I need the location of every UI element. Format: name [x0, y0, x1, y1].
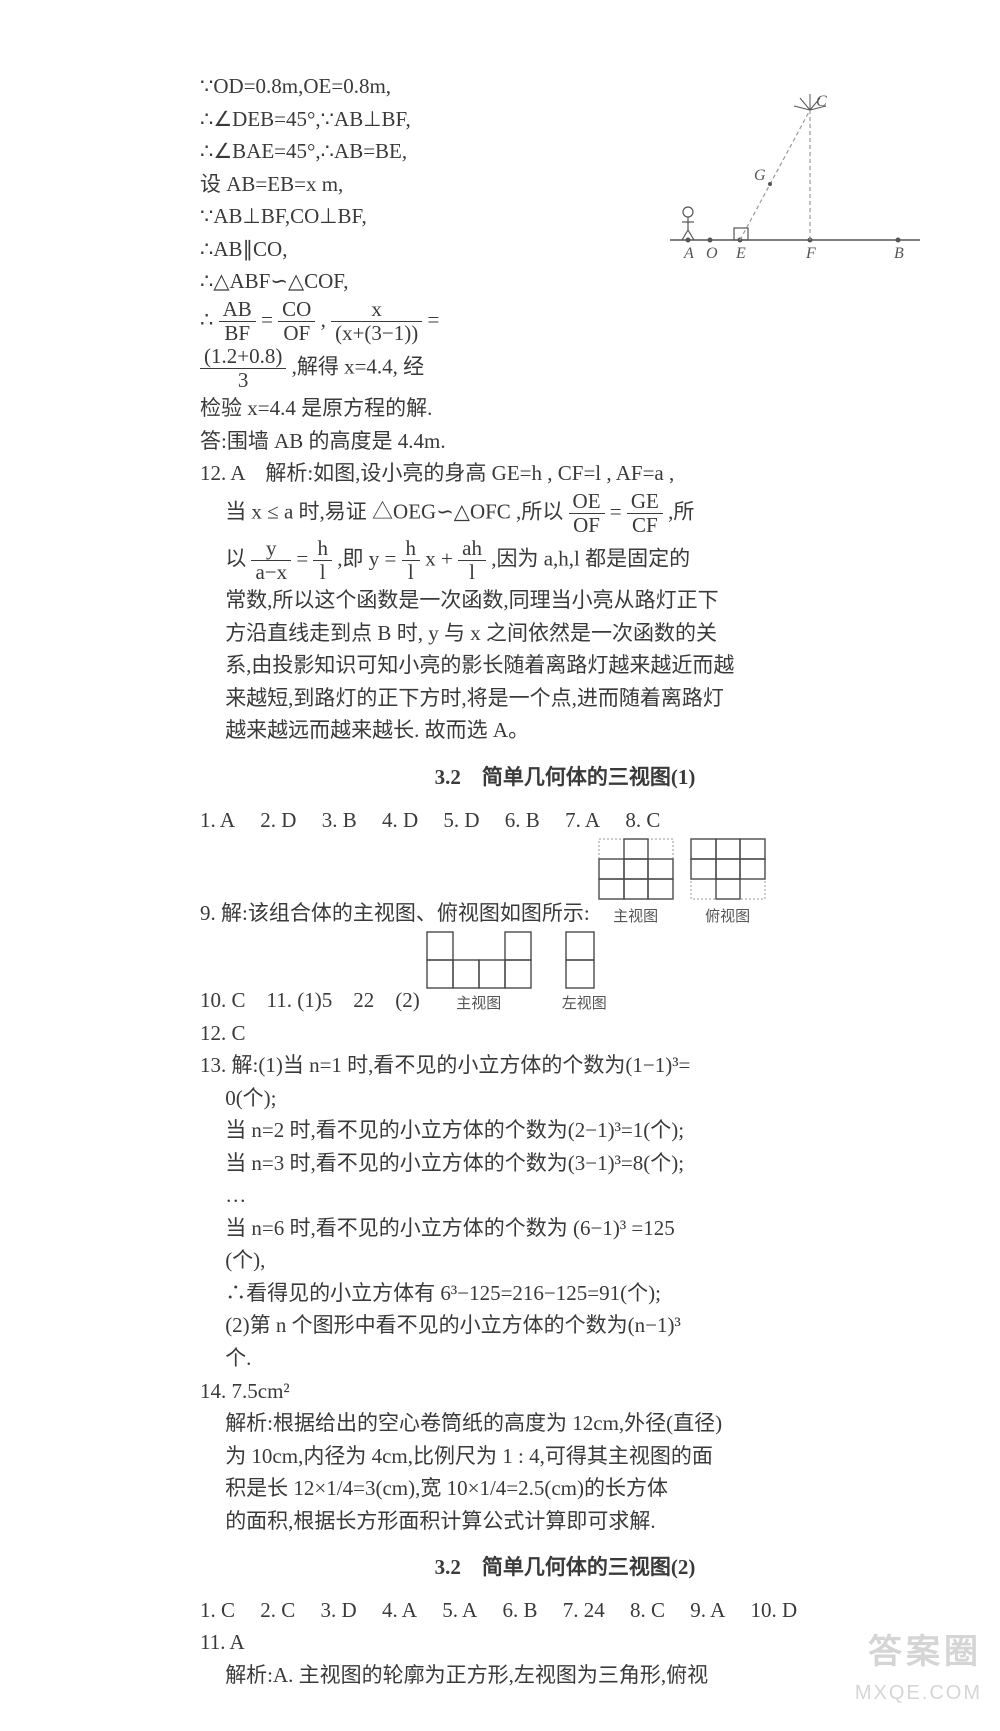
page-root: ∵OD=0.8m,OE=0.8m, ∴∠DEB=45°,∵AB⊥BF, ∴∠BA…	[0, 0, 1000, 1731]
sec32a-q12: 12. C	[200, 1017, 930, 1050]
q13-l2: 当 n=2 时,看不见的小立方体的个数为(2−1)³=1(个);	[200, 1114, 930, 1147]
q13-dots: …	[200, 1179, 930, 1212]
front-view-grid: 主视图	[596, 836, 676, 929]
q12-l1: 当 x ≤ a 时,易证 △OEG∽△OFC ,所以 OEOF = GECF ,…	[200, 490, 930, 537]
comma1: ,	[321, 307, 332, 331]
q11-l5: ∵AB⊥BF,CO⊥BF,	[200, 200, 650, 233]
q13-l4: 当 n=6 时,看不见的小立方体的个数为 (6−1)³ =125	[200, 1212, 930, 1245]
q10-front: 主视图	[424, 929, 534, 1016]
lbl-A: A	[683, 245, 694, 262]
frac-ab-bf: ABBF	[219, 298, 256, 345]
frac-numbers: (1.2+0.8)3	[200, 345, 286, 392]
q11-therefore: ∴	[200, 307, 213, 331]
q10-left: 左视图	[562, 929, 607, 1016]
sec32b-title: 3.2 简单几何体的三视图(2)	[200, 1551, 930, 1584]
q13-l5: ∴看得见的小立方体有 6³−125=216−125=91(个);	[200, 1277, 930, 1310]
sec32a-q10-row: 10. C 11. (1)5 22 (2) 主视图 左视图	[200, 929, 930, 1016]
lbl-B: B	[894, 245, 904, 262]
q11-l1: ∵OD=0.8m,OE=0.8m,	[200, 70, 650, 103]
q12-l3: 常数,所以这个函数是一次函数,同理当小亮从路灯正下	[200, 584, 930, 617]
lbl-F: F	[805, 245, 816, 262]
q12-l6: 来越短,到路灯的正下方时,将是一个点,进而随着离路灯	[200, 682, 930, 715]
q12-l4: 方沿直线走到点 B 时, y 与 x 之间依然是一次函数的关	[200, 617, 930, 650]
q11-l4: 设 AB=EB=x m,	[200, 168, 650, 201]
frac-co-of: COOF	[278, 298, 315, 345]
q11-l11: 答:围墙 AB 的高度是 4.4m.	[200, 425, 930, 458]
q13-l6: (2)第 n 个图形中看不见的小立方体的个数为(n−1)³	[200, 1309, 930, 1342]
q13-l1b: 0(个);	[200, 1082, 930, 1115]
q11-l2: ∴∠DEB=45°,∵AB⊥BF,	[200, 103, 650, 136]
frac-x: x(x+(3−1))	[331, 298, 422, 345]
top-view-grid: 俯视图	[688, 836, 768, 929]
q11-block: ∵OD=0.8m,OE=0.8m, ∴∠DEB=45°,∵AB⊥BF, ∴∠BA…	[200, 70, 930, 392]
sec32a-title: 3.2 简单几何体的三视图(1)	[200, 761, 930, 794]
q12-l7: 越来越远而越来越长. 故而选 A。	[200, 714, 930, 747]
diagram-svg: A O E F B G C	[660, 70, 930, 270]
q11-l10: 检验 x=4.4 是原方程的解.	[200, 392, 930, 425]
eq2: =	[428, 307, 440, 331]
sec32a-q9-row: 9. 解:该组合体的主视图、俯视图如图所示: 主视图	[200, 836, 930, 929]
q12-l5: 系,由投影知识可知小亮的影长随着离路灯越来越近而越	[200, 649, 930, 682]
q13-l3: 当 n=3 时,看不见的小立方体的个数为(3−1)³=8(个);	[200, 1147, 930, 1180]
lbl-O: O	[706, 245, 718, 262]
q14-l2: 解析:根据给出的空心卷筒纸的高度为 12cm,外径(直径)	[200, 1407, 930, 1440]
q14-l4: 积是长 12×1/4=3(cm),宽 10×1/4=2.5(cm)的长方体	[200, 1472, 930, 1505]
lbl-G: G	[754, 167, 766, 184]
q11-l9: ,解得 x=4.4, 经	[292, 354, 425, 378]
q14-l5: 的面积,根据长方形面积计算公式计算即可求解.	[200, 1505, 930, 1538]
q12-l2: 以 ya−x = hl ,即 y = hl x + ahl ,因为 a,h,l …	[200, 537, 930, 584]
q12-head: 12. A 解析:如图,设小亮的身高 GE=h , CF=l , AF=a ,	[200, 457, 930, 490]
sec32a-q10: 10. C 11. (1)5 22 (2)	[200, 984, 420, 1017]
q11-l3: ∴∠BAE=45°,∴AB=BE,	[200, 135, 650, 168]
lbl-E: E	[735, 245, 746, 262]
q11-l7: ∴△ABF∽△COF,	[200, 265, 650, 298]
sec32b-q11b: 解析:A. 主视图的轮廓为正方形,左视图为三角形,俯视	[200, 1659, 930, 1692]
sec32b-answers: 1. C 2. C 3. D 4. A 5. A 6. B 7. 24 8. C…	[200, 1594, 930, 1627]
q13-l4b: (个),	[200, 1244, 930, 1277]
q11-l6: ∴AB∥CO,	[200, 233, 650, 266]
sec32a-answers: 1. A 2. D 3. B 4. D 5. D 6. B 7. A 8. C	[200, 804, 930, 837]
q11-text: ∵OD=0.8m,OE=0.8m, ∴∠DEB=45°,∵AB⊥BF, ∴∠BA…	[200, 70, 650, 392]
q11-frac-line2: (1.2+0.8)3 ,解得 x=4.4, 经	[200, 345, 650, 392]
eq1: =	[261, 307, 273, 331]
q14-l1: 14. 7.5cm²	[200, 1375, 930, 1408]
sec32a-q9: 9. 解:该组合体的主视图、俯视图如图所示:	[200, 897, 590, 930]
q11-diagram: A O E F B G C	[660, 70, 930, 270]
q14-l3: 为 10cm,内径为 4cm,比例尺为 1 : 4,可得其主视图的面	[200, 1440, 930, 1473]
q13-l1: 13. 解:(1)当 n=1 时,看不见的小立方体的个数为(1−1)³=	[200, 1049, 930, 1082]
q11-frac-line1: ∴ ABBF = COOF , x(x+(3−1)) =	[200, 298, 650, 345]
q13-l6b: 个.	[200, 1342, 930, 1375]
sec32b-q11a: 11. A	[200, 1626, 930, 1659]
